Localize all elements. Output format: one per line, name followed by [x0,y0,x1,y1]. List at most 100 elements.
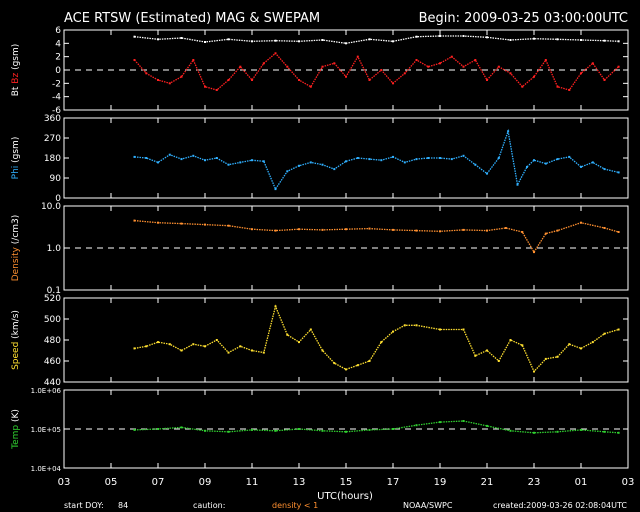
data-point-temp [227,430,230,433]
y-axis-label-unit: (/cm3) [11,215,21,247]
data-point-bz [262,62,265,65]
y-tick-label: 480 [44,336,61,346]
data-point-phi [368,158,371,161]
data-point-speed [168,343,171,346]
data-point-phi [274,188,277,191]
x-tick-label: 15 [340,477,353,488]
data-point-phi [439,157,441,159]
data-point-bz [321,65,324,68]
y-tick-label: 0 [55,194,61,204]
y-tick-label: 0.1 [47,286,61,296]
data-point-bz [215,89,218,91]
data-point-temp [486,424,488,427]
data-point-bz [533,75,535,78]
data-point-speed [133,347,136,350]
data-point-phi [309,161,312,164]
data-point-temp [439,421,441,424]
data-point-density [157,221,159,224]
series-line-temp [134,420,619,434]
data-point-speed [180,349,183,352]
data-point-bz [298,79,300,81]
x-tick-label: 23 [528,477,541,488]
data-point-bz [309,85,312,88]
y-axis-label-unit: (gsm) [11,137,21,166]
y-tick-label: 1.0E+05 [31,426,61,434]
data-point-density [462,228,465,231]
data-point-temp [462,420,465,422]
data-point-density [392,228,394,231]
data-point-phi [157,161,159,164]
data-point-speed [380,341,383,344]
data-point-phi [286,170,289,173]
y-tick-label: 360 [44,114,61,124]
data-point-bz [544,59,547,61]
data-point-phi [427,157,430,159]
data-point-phi [168,153,171,156]
data-point-speed [415,324,418,327]
data-point-speed [603,332,606,335]
data-point-bz [474,59,477,61]
y-tick-label: 440 [44,378,61,388]
data-point-bt [133,35,136,38]
data-point-phi [497,157,500,159]
data-point-speed [356,364,359,367]
data-point-density [533,251,535,254]
data-point-speed [392,330,394,333]
data-point-speed [298,341,300,344]
created-label: created:2009-03-26 02:08:04UTC [493,501,627,510]
data-point-phi [486,172,488,175]
data-point-phi [215,157,218,159]
data-point-bz [192,59,195,61]
x-tick-label: 05 [105,477,118,488]
data-point-speed [533,370,535,373]
panel-2: 10.0 1.0 0.1 Density (/cm3) [11,202,629,296]
y-axis-label-quantity: Temp [11,425,21,450]
y-axis-label-unit: (K) [11,409,21,425]
data-point-phi [298,164,300,167]
data-point-bt [321,39,324,41]
data-point-bz [439,62,441,65]
data-point-density [544,232,547,235]
data-point-phi [533,159,535,162]
data-point-bz [204,85,206,88]
start-doy-label: start DOY: [64,501,104,510]
data-point-speed [345,368,347,371]
data-point-bz [403,72,406,75]
data-point-density [556,229,559,232]
data-point-phi [133,155,136,158]
data-point-speed [521,344,524,347]
y-axis-label-part: (gsm) [11,44,21,73]
panel-0: 6 4 2 0 -2 -4 -6 Bt Bz (gsm) [11,26,629,116]
data-point-bz [380,69,383,71]
y-tick-label: 520 [44,294,61,304]
data-point-phi [239,161,242,164]
data-point-bz [450,55,453,58]
data-point-phi [526,165,528,168]
data-point-bz [274,52,277,55]
data-point-density [603,227,606,229]
panel-4: 1.0E+06 1.0E+05 1.0E+04 Temp (K) [11,387,629,473]
data-point-bz [133,59,136,61]
data-point-speed [368,360,371,362]
data-point-temp [580,428,582,431]
data-point-bz [462,65,465,68]
data-point-bt [274,39,277,42]
data-point-speed [591,341,594,344]
data-point-temp [415,424,418,427]
data-point-speed [333,362,336,365]
data-point-phi [333,168,336,171]
data-point-phi [227,163,230,166]
data-point-temp [345,430,347,433]
data-point-density [204,223,206,226]
caution-label: caution: [193,501,225,510]
data-point-phi [603,168,606,171]
data-point-speed [568,343,571,346]
data-point-bt [439,35,441,37]
data-point-phi [345,160,347,163]
data-point-bt [556,38,559,41]
data-point-bz [521,85,524,88]
y-tick-label: 4 [55,39,61,49]
y-axis-label-part: Bt [11,86,21,96]
begin-time: Begin: 2009-03-25 03:00:00UTC [419,11,628,26]
